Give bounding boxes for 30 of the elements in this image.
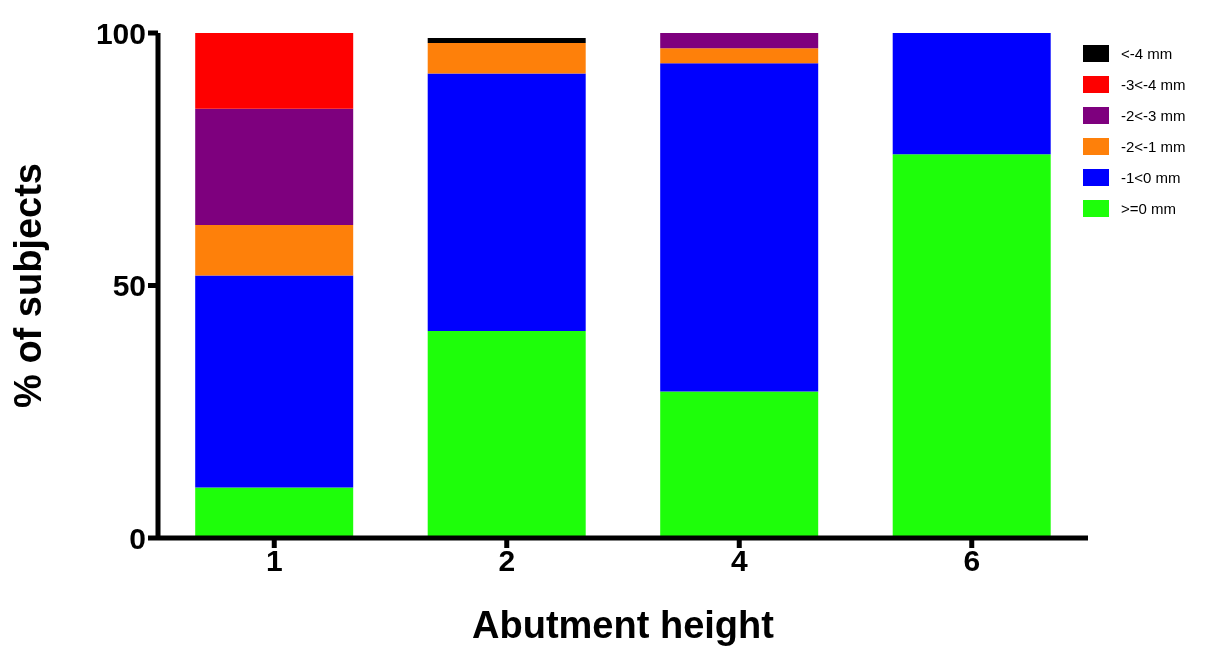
bar [892,33,1051,155]
x-axis-title: Abutment height [472,604,775,646]
bar [195,33,354,109]
bar [660,63,819,392]
bar [427,43,586,74]
y-tick-label: 50 [112,269,146,303]
bar [195,487,354,538]
bar [660,48,819,64]
x-tick-label: 2 [498,544,516,578]
x-tick-label: 6 [963,544,981,578]
y-tick-label: 100 [95,16,146,50]
legend-label: <-4 mm [1121,45,1173,62]
bar [427,330,586,538]
legend-label: -1<0 mm [1121,169,1181,186]
legend-label: -2<-1 mm [1121,138,1186,155]
bar [195,224,354,276]
y-tick-label: 0 [129,521,146,555]
bar [427,73,586,331]
x-tick-label: 4 [730,544,748,578]
legend-label: -3<-4 mm [1121,76,1186,93]
bar [660,391,819,538]
bar [427,38,586,44]
legend-label: >=0 mm [1121,200,1177,217]
bar [892,154,1051,538]
y-axis-title: % of subjects [7,163,50,408]
bar [195,108,354,225]
bar [195,275,354,488]
legend-label: -2<-3 mm [1121,107,1186,124]
bar [660,33,819,49]
x-tick-label: 1 [265,544,283,578]
